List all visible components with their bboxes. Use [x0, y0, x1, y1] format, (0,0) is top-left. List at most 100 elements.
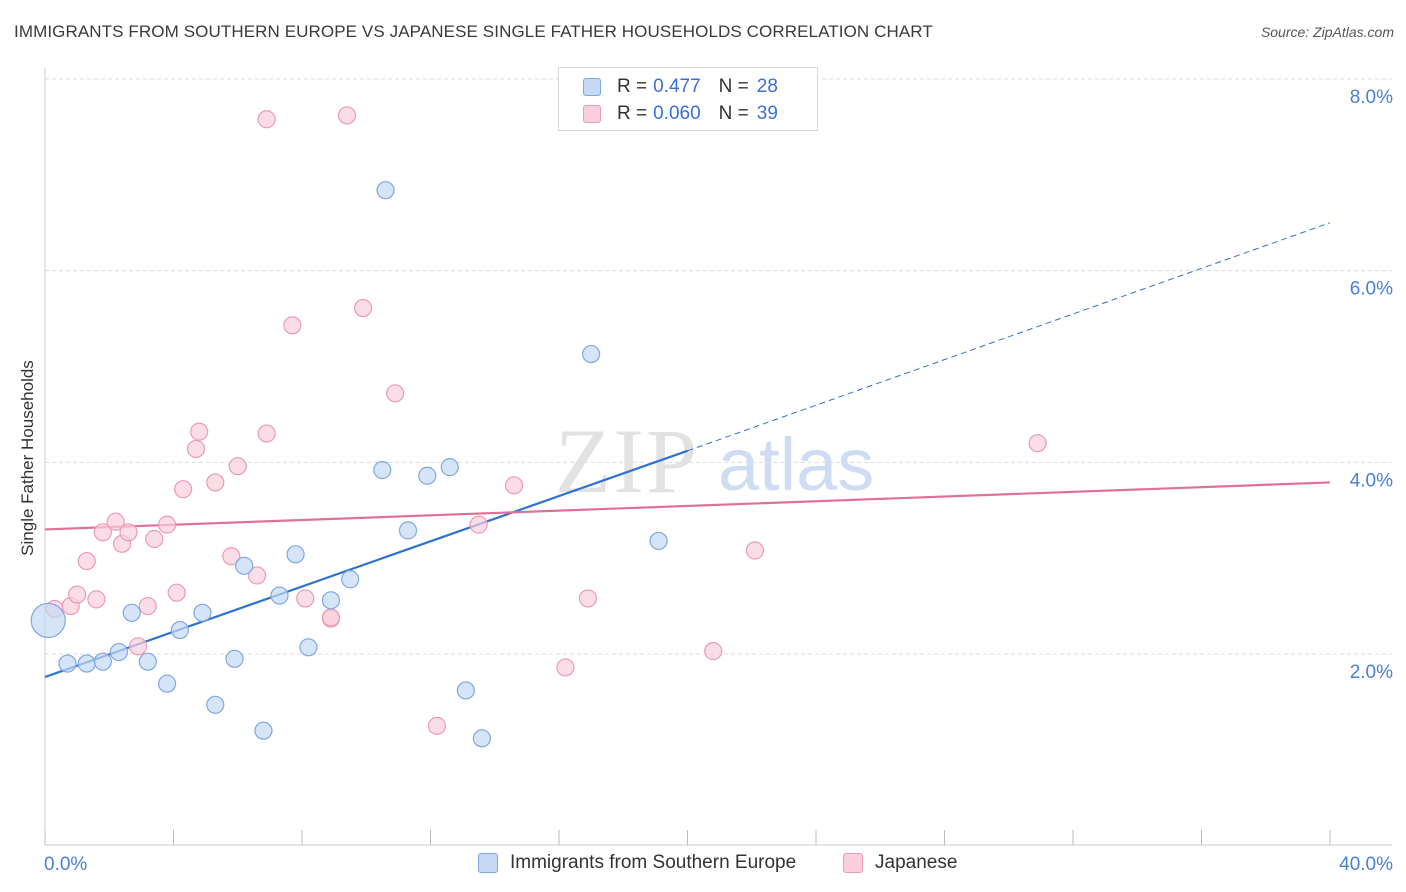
y-tick-label: 6.0% — [1350, 279, 1393, 300]
data-point-pink — [353, 298, 373, 318]
data-point-blue — [299, 638, 318, 657]
data-point-pink — [1028, 434, 1047, 453]
x-tick-label-min: 0.0% — [44, 854, 87, 875]
legend-n-label: N = — [718, 76, 749, 97]
data-point-pink — [174, 480, 193, 499]
data-point-pink — [87, 590, 106, 609]
data-point-pink — [145, 529, 164, 549]
data-point-pink — [93, 523, 112, 542]
data-point-pink — [745, 541, 765, 560]
data-point-pink — [386, 384, 405, 403]
data-point-blue — [170, 620, 190, 640]
data-point-blue — [206, 695, 225, 714]
data-point-blue — [193, 603, 212, 622]
bottom-legend-pink: Japanese — [843, 852, 957, 874]
data-point-pink — [704, 642, 723, 661]
data-point-pink — [337, 106, 357, 125]
data-point-blue — [582, 344, 601, 364]
legend-r-label: R = — [617, 103, 648, 124]
legend-n-label: N = — [718, 103, 749, 124]
data-point-blue — [109, 642, 128, 662]
data-point-blue — [649, 531, 668, 551]
data-point-blue — [235, 556, 254, 575]
data-point-blue — [157, 674, 177, 693]
data-point-pink — [247, 566, 267, 585]
bottom-legend-blue: Immigrants from Southern Europe — [478, 852, 796, 874]
legend-row-blue: R = 0.477 N = 28 — [583, 74, 778, 100]
legend-r-label: R = — [617, 76, 648, 97]
data-point-blue — [30, 602, 66, 639]
legend-row-pink: R = 0.060 N = 39 — [583, 101, 778, 127]
stats-legend: R = 0.477 N = 28 R = 0.060 N = 39 — [558, 67, 818, 131]
watermark: ZIP atlas — [555, 410, 874, 512]
data-point-pink — [68, 585, 87, 604]
data-point-pink — [296, 589, 315, 608]
data-point-pink — [469, 515, 488, 534]
data-point-pink — [138, 596, 157, 616]
data-point-pink — [206, 473, 225, 492]
y-tick-label: 2.0% — [1350, 662, 1393, 683]
data-point-pink — [427, 716, 447, 735]
data-point-blue — [254, 721, 273, 740]
trend-line-blue — [44, 449, 688, 679]
legend-n-value: 28 — [756, 76, 778, 97]
trend-lines — [44, 222, 1331, 679]
tick-labels: 2.0% 4.0% 6.0% 8.0% 0.0% 40.0% — [44, 87, 1393, 875]
legend-n-value: 39 — [756, 103, 778, 124]
data-point-pink — [106, 512, 125, 531]
data-point-pink — [228, 457, 247, 476]
data-point-blue — [270, 586, 289, 605]
data-point-pink — [283, 316, 302, 335]
y-axis-label: Single Father Households — [18, 360, 37, 556]
data-point-pink — [167, 583, 186, 602]
data-point-pink — [119, 523, 138, 542]
bottom-legend-label: Japanese — [875, 852, 958, 873]
data-point-blue — [456, 681, 475, 700]
watermark-zip: ZIP — [555, 410, 699, 512]
bottom-legend-swatch-blue — [478, 853, 498, 873]
data-point-blue — [138, 652, 157, 671]
data-point-pink — [77, 551, 96, 571]
source-label: Source: ZipAtlas.com — [1260, 24, 1394, 40]
chart-title: IMMIGRANTS FROM SOUTHERN EUROPE VS JAPAN… — [14, 22, 933, 41]
data-point-blue — [225, 649, 244, 668]
data-point-pink — [257, 424, 276, 443]
y-tick-label: 4.0% — [1350, 470, 1393, 491]
data-point-blue — [472, 729, 491, 748]
data-point-blue — [122, 603, 141, 622]
data-point-pink — [556, 658, 575, 677]
y-tick-label: 8.0% — [1350, 87, 1393, 108]
legend-r-value: 0.060 — [653, 103, 701, 124]
data-point-blue — [373, 460, 392, 480]
data-point-pink — [190, 422, 209, 441]
data-point-pink — [257, 110, 276, 129]
data-points — [30, 106, 1047, 748]
data-point-blue — [398, 521, 418, 540]
data-point-pink — [129, 637, 148, 656]
trend-line-pink — [44, 481, 1331, 531]
data-point-blue — [286, 545, 305, 564]
data-point-blue — [93, 652, 112, 671]
data-point-blue — [58, 654, 77, 673]
data-point-blue — [418, 466, 437, 485]
x-tick-label-max: 40.0% — [1339, 854, 1393, 875]
legend-swatch-blue — [583, 78, 601, 96]
data-point-blue — [341, 570, 360, 589]
data-point-blue — [77, 654, 96, 673]
data-point-pink — [504, 476, 524, 495]
data-point-blue — [440, 458, 459, 477]
legend-swatch-pink — [583, 105, 601, 123]
watermark-atlas: atlas — [718, 423, 874, 506]
data-point-pink — [321, 608, 341, 627]
axes — [44, 68, 1392, 846]
data-point-blue — [376, 181, 395, 200]
bottom-legend-swatch-pink — [843, 853, 863, 873]
data-point-pink — [186, 439, 206, 459]
data-point-blue — [321, 591, 341, 610]
trend-line-blue-extension — [687, 222, 1331, 452]
data-point-pink — [578, 589, 598, 608]
data-point-pink — [157, 515, 177, 534]
legend-r-value: 0.477 — [653, 76, 701, 97]
data-point-pink — [222, 547, 241, 566]
